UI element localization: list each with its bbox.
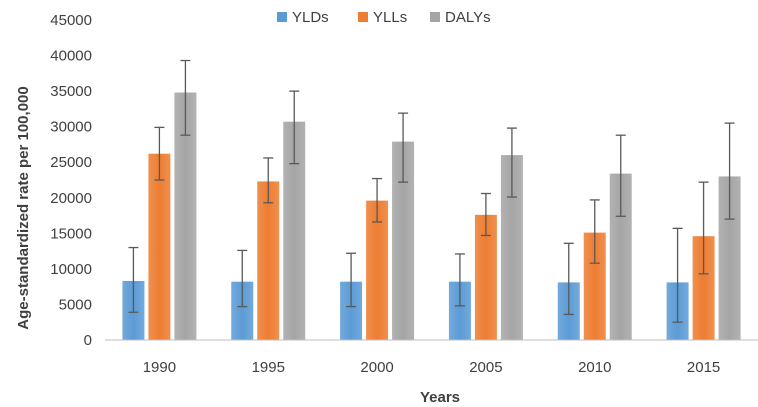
- bar-dalys-2015: [718, 176, 741, 340]
- legend-swatch-ylls: [358, 12, 368, 22]
- y-tick-label: 35000: [50, 83, 92, 100]
- bar-dalys-2000: [392, 141, 415, 340]
- bar-ylds-1995: [231, 281, 254, 340]
- bar-ylds-2000: [340, 281, 363, 340]
- x-tick-label: 1995: [252, 359, 285, 376]
- y-axis-ticks: 0 5000 10000 15000 20000 25000 30000 35000 40000…: [50, 12, 92, 349]
- bar-ylds-2005: [448, 281, 471, 340]
- y-tick-label: 5000: [59, 296, 92, 313]
- bars: [122, 92, 741, 341]
- bar-dalys-1995: [283, 121, 306, 340]
- x-axis-label: Years: [420, 389, 460, 406]
- y-tick-label: 15000: [50, 225, 92, 242]
- legend-label-ylds: YLDs: [292, 9, 329, 26]
- error-bars: [128, 59, 735, 323]
- x-tick-label: 2005: [469, 359, 502, 376]
- legend-label-dalys: DALYs: [445, 9, 491, 26]
- legend-label-ylls: YLLs: [373, 9, 407, 26]
- bar-ylls-2015: [692, 236, 715, 340]
- y-tick-label: 30000: [50, 119, 92, 136]
- y-tick-label: 45000: [50, 12, 92, 29]
- bar-dalys-2005: [500, 155, 523, 340]
- legend-swatch-ylds: [277, 12, 287, 22]
- y-tick-label: 0: [84, 332, 92, 349]
- bar-ylls-1990: [148, 153, 171, 340]
- y-axis-label: Age-standardized rate per 100,000: [15, 86, 32, 329]
- x-tick-label: 2015: [687, 359, 720, 376]
- x-tick-label: 2010: [578, 359, 611, 376]
- x-axis-ticks: 1990 1995 2000 2005 2010 2015: [143, 359, 721, 376]
- bar-ylls-1995: [257, 181, 280, 340]
- legend: YLDs YLLs DALYs: [277, 9, 491, 26]
- x-tick-label: 1990: [143, 359, 176, 376]
- y-tick-label: 40000: [50, 48, 92, 65]
- y-tick-label: 10000: [50, 261, 92, 278]
- y-tick-label: 25000: [50, 154, 92, 171]
- bar-dalys-2010: [609, 173, 632, 340]
- x-tick-label: 2000: [360, 359, 393, 376]
- bar-ylls-2010: [583, 232, 606, 340]
- bar-dalys-1990: [174, 92, 197, 341]
- bar-ylls-2005: [474, 214, 497, 340]
- bar-ylls-2000: [366, 200, 389, 340]
- y-tick-label: 20000: [50, 190, 92, 207]
- legend-swatch-dalys: [430, 12, 440, 22]
